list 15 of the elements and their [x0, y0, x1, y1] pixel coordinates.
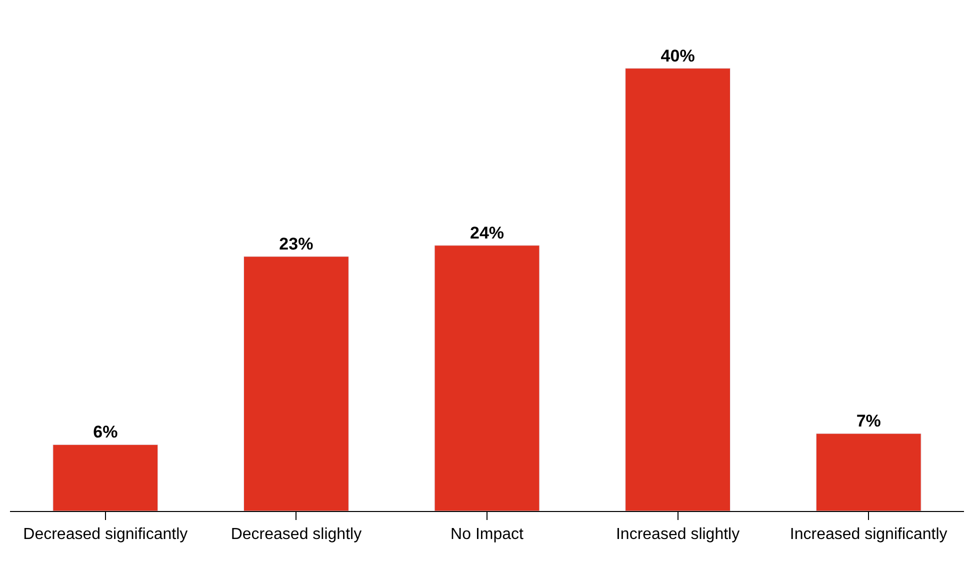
- bar: [243, 256, 349, 511]
- x-tick-label: No Impact: [450, 526, 524, 544]
- x-tick-label: Decreased significantly: [23, 526, 188, 544]
- bar: [625, 68, 731, 511]
- data-label: 6%: [93, 422, 118, 442]
- x-tick-label: Increased significantly: [790, 526, 948, 544]
- data-label: 23%: [279, 234, 314, 254]
- bar: [816, 433, 922, 511]
- x-tick-label: Decreased slightly: [230, 526, 362, 544]
- data-label: 40%: [660, 46, 695, 66]
- data-label: 7%: [856, 412, 881, 431]
- x-tick-label: Increased slightly: [616, 526, 740, 544]
- bar: [52, 444, 158, 511]
- data-label: 24%: [470, 223, 504, 242]
- bar: [434, 245, 540, 511]
